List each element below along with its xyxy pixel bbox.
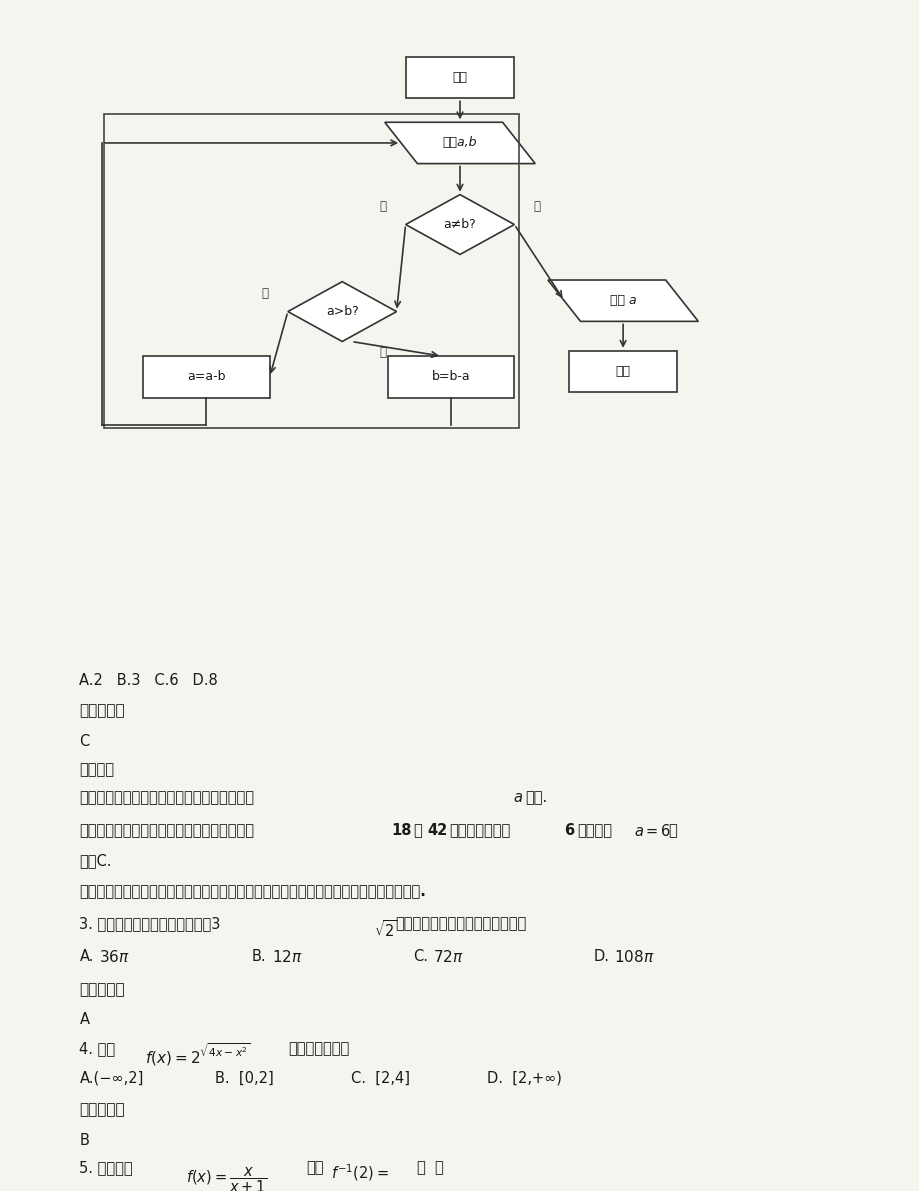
Text: ，故输出: ，故输出 <box>576 823 611 838</box>
Text: 18: 18 <box>391 823 411 838</box>
Text: 否: 否 <box>533 200 540 213</box>
Polygon shape <box>405 194 514 255</box>
Text: B: B <box>79 1133 89 1148</box>
Text: C.: C. <box>413 949 427 964</box>
Text: 是: 是 <box>379 200 386 213</box>
Text: 参考答案：: 参考答案： <box>79 981 125 997</box>
Text: 的单调增区间是: 的单调增区间是 <box>288 1042 348 1056</box>
Text: $f(x)=\dfrac{x}{x+1}$: $f(x)=\dfrac{x}{x+1}$ <box>187 1166 267 1191</box>
Bar <box>104 113 518 428</box>
Text: 否: 否 <box>379 345 386 358</box>
Text: 开始: 开始 <box>452 71 467 85</box>
Text: b=b-a: b=b-a <box>431 370 470 384</box>
Text: 的最大公约数是: 的最大公约数是 <box>448 823 510 838</box>
Text: A: A <box>79 1012 89 1027</box>
Text: ，: ， <box>668 823 676 838</box>
Text: $f(x)=2^{\sqrt{4x-x^2}}$: $f(x)=2^{\sqrt{4x-x^2}}$ <box>144 1042 250 1068</box>
Text: D.  [2,+∞): D. [2,+∞) <box>487 1071 562 1086</box>
Text: C.  [2,4]: C. [2,4] <box>351 1071 410 1086</box>
Text: 输入a,b: 输入a,b <box>442 137 477 149</box>
FancyBboxPatch shape <box>387 356 514 398</box>
Text: 【点睛】本小题主要考查中国古代数学文化，考查更相减损术求最大公约数，属于基础题.: 【点睛】本小题主要考查中国古代数学文化，考查更相减损术求最大公约数，属于基础题. <box>79 884 425 899</box>
Text: 结束: 结束 <box>615 364 630 378</box>
Text: B.  [0,2]: B. [0,2] <box>215 1071 274 1086</box>
Text: （  ）: （ ） <box>416 1160 443 1176</box>
Text: $a=6$: $a=6$ <box>633 823 671 838</box>
Text: $72\pi$: $72\pi$ <box>432 949 463 965</box>
Text: ，则: ，则 <box>306 1160 323 1176</box>
FancyBboxPatch shape <box>142 356 269 398</box>
Text: A.2   B.3   C.6   D.8: A.2 B.3 C.6 D.8 <box>79 673 218 687</box>
Text: A.: A. <box>79 949 94 964</box>
Text: a≠b?: a≠b? <box>443 218 476 231</box>
Polygon shape <box>384 123 535 163</box>
Text: 参考答案：: 参考答案： <box>79 1103 125 1117</box>
Text: 故选C.: 故选C. <box>79 854 112 868</box>
Text: 【详解】由于更相减损术求的是最大公约数，: 【详解】由于更相减损术求的是最大公约数， <box>79 823 255 838</box>
Text: 3. 已知正四棱锥的各棱棱长都为3: 3. 已知正四棱锥的各棱棱长都为3 <box>79 916 221 931</box>
Text: 4. 函数: 4. 函数 <box>79 1042 116 1056</box>
Text: 和: 和 <box>413 823 421 838</box>
Text: B.: B. <box>251 949 266 964</box>
FancyBboxPatch shape <box>568 350 676 392</box>
Text: 参考答案：: 参考答案： <box>79 703 125 718</box>
Text: a=a-b: a=a-b <box>187 370 225 384</box>
Text: a>b?: a>b? <box>325 305 358 318</box>
Text: A.(−∞,2]: A.(−∞,2] <box>79 1071 143 1086</box>
Text: $36\pi$: $36\pi$ <box>99 949 130 965</box>
Text: ，则正四棱锥的外接球的表面积为: ，则正四棱锥的外接球的表面积为 <box>394 916 526 931</box>
Text: 的值.: 的值. <box>525 791 547 805</box>
Text: $\sqrt{2}$: $\sqrt{2}$ <box>373 918 397 940</box>
Text: 更相减损术求的是最大公约数，由此求得输出: 更相减损术求的是最大公约数，由此求得输出 <box>79 791 255 805</box>
Polygon shape <box>548 280 698 322</box>
Polygon shape <box>288 281 396 342</box>
Text: 5. 已知函数: 5. 已知函数 <box>79 1160 133 1176</box>
Text: $12\pi$: $12\pi$ <box>271 949 302 965</box>
Text: 6: 6 <box>563 823 573 838</box>
Text: 输出 a: 输出 a <box>609 294 636 307</box>
Text: D.: D. <box>594 949 609 964</box>
Text: 是: 是 <box>261 287 268 300</box>
FancyBboxPatch shape <box>405 57 514 99</box>
Text: 【分析】: 【分析】 <box>79 762 114 777</box>
Text: C: C <box>79 734 89 749</box>
Text: 42: 42 <box>427 823 448 838</box>
Text: $f^{-1}(2)=$: $f^{-1}(2)=$ <box>331 1162 389 1183</box>
Text: $a$: $a$ <box>512 791 522 805</box>
Text: $108\pi$: $108\pi$ <box>613 949 653 965</box>
